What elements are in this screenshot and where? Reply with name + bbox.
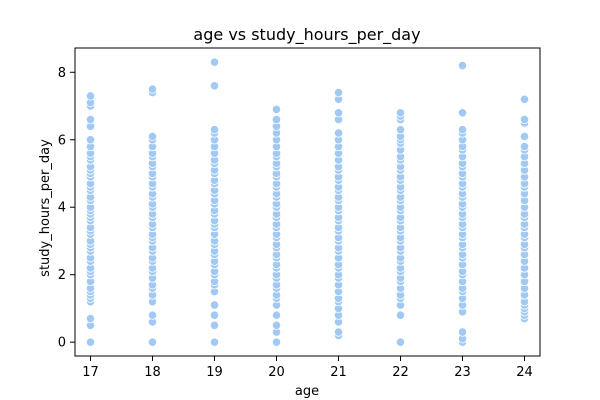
points-layer bbox=[85, 57, 530, 347]
data-point bbox=[271, 104, 282, 115]
data-point bbox=[519, 141, 530, 152]
data-point bbox=[85, 135, 96, 145]
data-point bbox=[209, 81, 220, 91]
data-point bbox=[457, 108, 468, 118]
data-point bbox=[147, 131, 158, 141]
data-point bbox=[85, 91, 96, 101]
chart-title: age vs study_hours_per_day bbox=[193, 25, 420, 45]
data-point bbox=[457, 327, 468, 337]
data-point bbox=[333, 128, 344, 138]
y-tick-label: 6 bbox=[58, 133, 66, 148]
data-point bbox=[395, 337, 406, 347]
x-tick-label: 22 bbox=[392, 365, 409, 380]
y-axis-label: study_hours_per_day bbox=[38, 139, 53, 277]
x-tick-label: 19 bbox=[206, 365, 223, 380]
data-point bbox=[209, 320, 220, 330]
data-point bbox=[333, 108, 344, 118]
data-point bbox=[271, 310, 282, 320]
data-point bbox=[395, 108, 406, 118]
data-point bbox=[519, 131, 530, 141]
data-point bbox=[147, 84, 158, 94]
data-point bbox=[147, 310, 158, 320]
data-point bbox=[209, 300, 220, 310]
x-tick-label: 21 bbox=[330, 365, 347, 380]
x-tick-label: 23 bbox=[454, 365, 471, 380]
data-point bbox=[271, 320, 282, 330]
data-point bbox=[333, 327, 344, 337]
data-point bbox=[519, 114, 530, 125]
data-point bbox=[333, 87, 344, 98]
x-axis-label: age bbox=[295, 384, 319, 399]
data-point bbox=[85, 337, 96, 347]
data-point bbox=[395, 310, 406, 320]
x-tick-label: 18 bbox=[144, 365, 161, 380]
data-point bbox=[271, 114, 282, 125]
data-point bbox=[457, 60, 468, 71]
y-tick-label: 2 bbox=[58, 268, 66, 283]
data-point bbox=[519, 94, 530, 104]
data-point bbox=[209, 337, 220, 347]
data-point bbox=[147, 337, 158, 347]
data-point bbox=[85, 114, 96, 125]
data-point bbox=[457, 125, 468, 135]
data-point bbox=[209, 125, 220, 135]
x-tick-label: 20 bbox=[268, 365, 285, 380]
y-tick-label: 4 bbox=[58, 201, 66, 216]
x-tick-label: 17 bbox=[82, 365, 99, 380]
plot-frame bbox=[74, 47, 541, 357]
x-tick-label: 24 bbox=[516, 365, 533, 380]
y-tick-label: 8 bbox=[58, 66, 66, 81]
data-point bbox=[395, 125, 406, 135]
data-point bbox=[209, 310, 220, 320]
data-point bbox=[209, 57, 220, 67]
y-tick-label: 0 bbox=[58, 336, 66, 351]
data-point bbox=[85, 313, 96, 324]
data-point bbox=[271, 337, 282, 347]
